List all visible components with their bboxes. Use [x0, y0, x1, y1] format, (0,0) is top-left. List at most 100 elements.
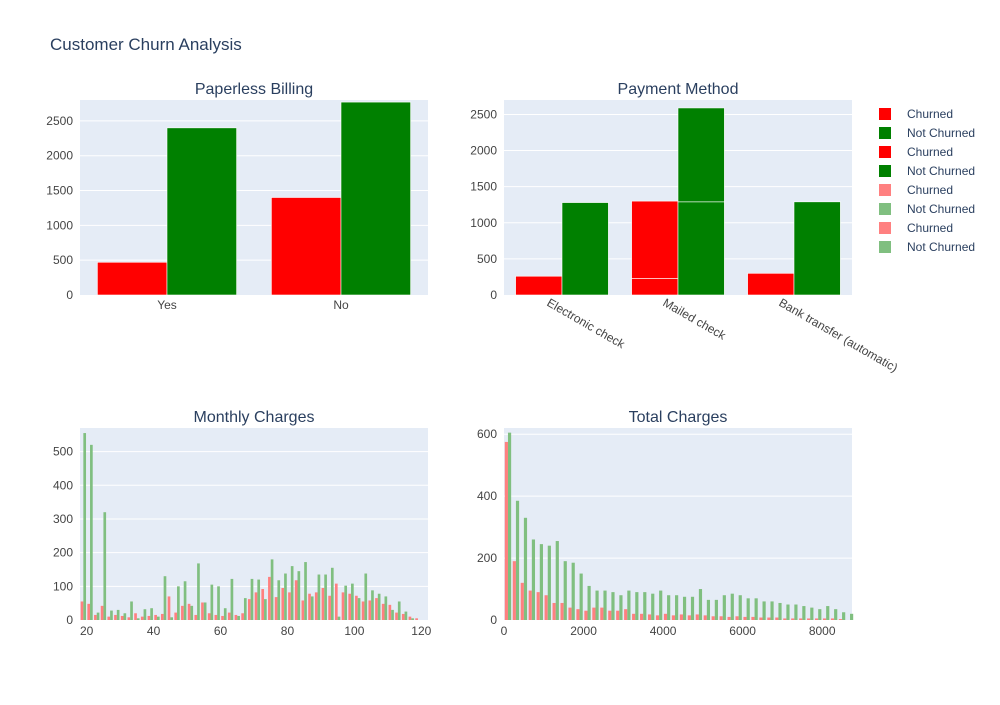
hist-bar-not-churned [794, 604, 798, 620]
x-tick-label: 4000 [650, 624, 677, 638]
legend-swatch [879, 241, 891, 253]
bar-churned [747, 273, 795, 296]
legend-swatch [879, 165, 891, 177]
hist-bar-not-churned [397, 601, 401, 620]
subplot-payment-method: Payment Method 0 500 1000 1500 2000 2500 Electr… [470, 81, 900, 375]
hist-bar-not-churned [826, 606, 830, 620]
hist-bar-churned [799, 618, 803, 620]
hist-bar-churned [221, 615, 224, 620]
legend-item[interactable]: Churned [879, 145, 953, 159]
hist-bar-churned [147, 615, 151, 620]
hist-bar-not-churned [690, 596, 695, 620]
subplot-title: Paperless Billing [195, 81, 313, 98]
hist-bar-churned [711, 616, 715, 620]
y-tick-label: 500 [53, 253, 73, 267]
hist-bar-churned [838, 619, 843, 620]
hist-bar-not-churned [802, 606, 806, 620]
hist-bar-not-churned [197, 563, 200, 620]
legend-label: Churned [907, 221, 953, 235]
hist-bar-not-churned [163, 576, 167, 620]
hist-bar-not-churned [257, 579, 261, 620]
legend[interactable]: Churned Not Churned Churned Not Churned Chur… [879, 107, 975, 254]
bar-churned [271, 197, 342, 296]
hist-bar-not-churned [571, 562, 575, 620]
legend-item[interactable]: Not Churned [879, 202, 975, 216]
y-tick-label: 600 [477, 427, 497, 441]
hist-bar-not-churned [217, 586, 220, 620]
hist-bar-churned [552, 602, 556, 620]
y-tick-label: 0 [66, 288, 73, 302]
hist-bar-churned [783, 618, 787, 620]
legend-item[interactable]: Churned [879, 107, 953, 121]
x-tick-label: 80 [281, 624, 295, 638]
hist-bar-churned [207, 613, 211, 620]
hist-bar-churned [94, 614, 97, 620]
hist-bar-not-churned [364, 573, 368, 620]
hist-bar-churned [576, 609, 580, 620]
hist-bar-churned [504, 441, 508, 620]
hist-bar-churned [401, 613, 405, 620]
hist-bar-not-churned [243, 598, 247, 620]
legend-item[interactable]: Not Churned [879, 164, 975, 178]
legend-label: Churned [907, 107, 953, 121]
x-tick-label: Mailed check [661, 295, 730, 343]
hist-bar-churned [227, 612, 231, 620]
hist-bar-churned [663, 613, 668, 620]
hist-bar-not-churned [810, 607, 814, 620]
hist-bar-not-churned [177, 586, 180, 620]
hist-bar-not-churned [116, 609, 120, 620]
hist-bar-churned [791, 618, 795, 620]
hist-bar-churned [274, 597, 278, 620]
hist-bar-churned [568, 607, 572, 620]
hist-bar-not-churned [96, 612, 100, 620]
hist-bar-churned [214, 614, 218, 620]
hist-bar-churned [321, 588, 325, 620]
legend-item[interactable]: Not Churned [879, 240, 975, 254]
hist-bar-churned [247, 599, 251, 620]
y-tick-label: 2000 [46, 149, 73, 163]
hist-bar-not-churned [762, 601, 766, 620]
y-tick-label: 100 [53, 579, 73, 593]
hist-bar-churned [632, 613, 636, 620]
hist-bar-churned [381, 603, 385, 620]
y-tick-label: 500 [477, 252, 497, 266]
hist-bar-not-churned [391, 609, 394, 620]
legend-label: Not Churned [907, 240, 975, 254]
bar-not-churned [677, 107, 725, 203]
x-tick-label: 8000 [809, 624, 836, 638]
bar-not-churned [561, 202, 609, 296]
hist-bar-churned [751, 616, 755, 620]
bar-not-churned [166, 127, 237, 296]
hist-bar-not-churned [635, 592, 639, 620]
hist-bar-not-churned [357, 598, 361, 620]
hist-bar-not-churned [297, 571, 301, 620]
legend-item[interactable]: Not Churned [879, 126, 975, 140]
hist-bar-not-churned [778, 602, 782, 620]
x-tick-label: Electronic check [545, 295, 629, 351]
legend-swatch [879, 146, 891, 158]
legend-swatch [879, 222, 891, 234]
hist-bar-not-churned [834, 609, 838, 620]
bar-not-churned [793, 201, 841, 296]
hist-bar-churned [241, 613, 244, 620]
hist-bar-not-churned [156, 616, 160, 620]
hist-bar-not-churned [310, 596, 314, 620]
hist-bar-churned [767, 617, 771, 620]
hist-bar-churned [334, 583, 338, 620]
hist-bar-churned [341, 592, 345, 620]
legend-item[interactable]: Churned [879, 221, 953, 235]
legend-swatch [879, 203, 891, 215]
legend-item[interactable]: Churned [879, 183, 953, 197]
hist-bar-not-churned [730, 593, 734, 620]
hist-bar-churned [408, 616, 412, 620]
hist-bar-not-churned [555, 541, 559, 620]
subplot-title: Payment Method [618, 81, 739, 98]
hist-bar-not-churned [659, 590, 663, 620]
hist-bar-churned [544, 595, 548, 620]
figure-title: Customer Churn Analysis [50, 35, 242, 54]
legend-label: Churned [907, 145, 953, 159]
hist-bar-churned [187, 603, 191, 620]
x-tick-label: 120 [411, 624, 431, 638]
hist-bar-churned [308, 593, 311, 620]
hist-bar-churned [584, 610, 588, 620]
